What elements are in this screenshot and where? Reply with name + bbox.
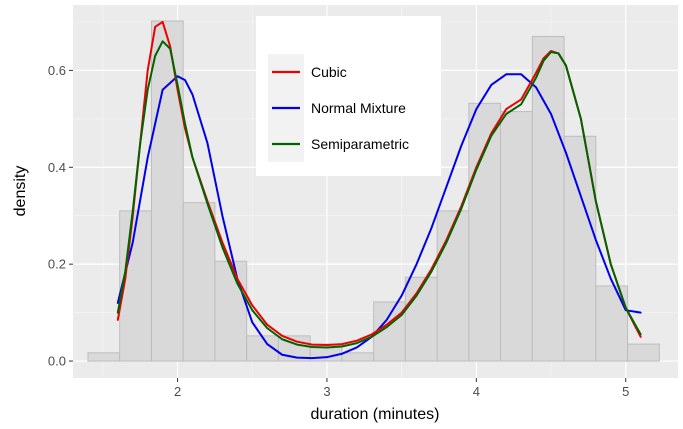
x-tick-label: 3 — [323, 384, 330, 399]
histogram-bar — [246, 335, 279, 362]
histogram-bars — [87, 20, 660, 362]
histogram-bar — [531, 35, 565, 362]
legend-label-normal-mixture: Normal Mixture — [311, 100, 406, 116]
x-axis-ticks: 2 3 4 5 — [174, 378, 629, 399]
x-axis-title: duration (minutes) — [311, 406, 440, 423]
histogram-bar — [214, 260, 248, 362]
histogram-bar — [468, 102, 502, 362]
legend-label-cubic: Cubic — [311, 64, 347, 80]
histogram-bar — [627, 343, 660, 362]
y-tick-label: 0.4 — [48, 160, 66, 175]
y-tick-label: 0.6 — [48, 63, 66, 78]
histogram-bar — [404, 276, 438, 362]
y-tick-label: 0.0 — [48, 354, 66, 369]
x-tick-label: 4 — [473, 384, 480, 399]
histogram-bar — [87, 352, 121, 362]
y-axis-ticks: 0.0 0.2 0.4 0.6 — [48, 63, 73, 369]
histogram-bar — [341, 352, 375, 362]
histogram-bar — [500, 111, 533, 362]
histogram-bar — [150, 20, 184, 362]
density-curves — [116, 20, 642, 360]
series-line-semiparametric — [116, 40, 642, 349]
legend-label-semiparametric: Semiparametric — [311, 136, 409, 152]
y-tick-label: 0.2 — [48, 257, 66, 272]
x-tick-label: 2 — [174, 384, 181, 399]
histogram-bar — [182, 202, 216, 362]
histogram-bar — [436, 210, 470, 362]
x-tick-label: 5 — [622, 384, 629, 399]
legend: Cubic Normal Mixture Semiparametric — [256, 16, 441, 176]
y-axis-title: density — [12, 166, 29, 217]
